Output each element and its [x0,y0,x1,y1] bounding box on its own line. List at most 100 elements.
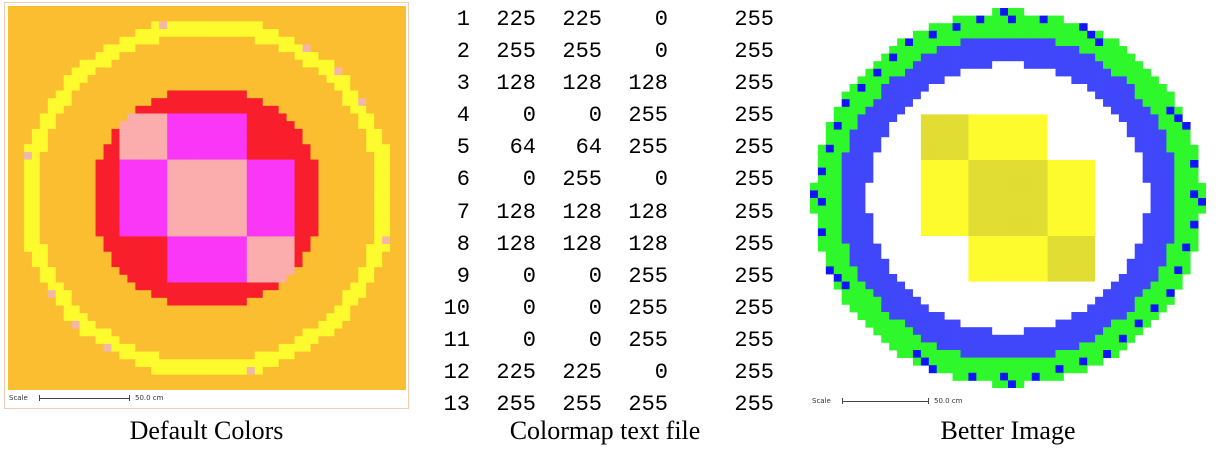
pixel-cell [246,244,256,253]
pixel-cell [23,336,33,345]
pixel-cell [214,59,224,68]
pixel-cell [952,91,961,100]
pixel-cell [8,98,17,107]
pixel-cell [984,144,993,153]
pixel-cell [398,328,406,337]
pixel-cell [976,296,985,305]
pixel-cell [1087,312,1096,320]
pixel-cell [238,190,248,199]
pixel-cell [23,75,33,84]
pixel-cell [1047,190,1056,199]
pixel-cell [318,259,327,268]
pixel-cell [374,297,383,306]
pixel-cell [39,351,49,360]
pixel-cell [1079,334,1088,343]
pixel-cell [310,351,319,360]
pixel-cell [207,290,216,299]
pixel-cell [905,61,914,70]
pixel-cell [15,320,25,329]
pixel-cell [1023,289,1033,298]
pixel-cell [151,374,160,383]
pixel-cell [199,305,208,314]
pixel-cell [374,213,383,222]
pixel-cell [992,84,1001,92]
pixel-cell [238,90,248,99]
pixel-cell [976,365,985,374]
pixel-cell [167,205,176,214]
pixel-cell [167,259,176,268]
pixel-cell [55,236,65,245]
pixel-cell [87,282,96,291]
pixel-cell [23,59,33,68]
pixel-cell [1103,137,1112,146]
colormap-red-value: 0 [522,103,536,129]
pixel-cell [1126,160,1136,168]
pixel-cell [1118,258,1128,267]
pixel-cell [960,175,969,184]
pixel-cell [254,21,264,30]
pixel-cell [825,198,835,206]
pixel-cell [294,236,303,245]
pixel-cell [15,128,25,137]
pixel-cell [841,190,850,199]
pixel-cell [358,274,367,283]
pixel-cell [8,313,17,322]
pixel-cell [976,334,985,343]
colormap-row: 8 128 128 128 255 [430,229,774,261]
pixel-cell [1126,327,1136,336]
pixel-cell [1103,68,1112,77]
pixel-cell [79,198,88,207]
pixel-cell [920,304,930,313]
pixel-cell [889,243,898,252]
pixel-cell [1008,236,1017,244]
pixel-cell [230,36,240,45]
pixel-cell [302,351,311,360]
pixel-cell [103,297,112,306]
pixel-cell [992,236,1001,244]
pixel-cell [39,205,49,214]
pixel-cell [207,320,216,329]
pixel-cell [1023,296,1033,305]
pixel-cell [222,382,232,390]
pixel-cell [960,258,969,267]
pixel-cell [1039,167,1048,176]
pixel-cell [135,52,144,61]
pixel-cell [262,190,272,199]
colormap-alpha-value: 255 [734,167,774,193]
pixel-cell [246,236,256,245]
pixel-cell [1190,236,1199,244]
pixel-cell [191,159,200,168]
pixel-cell [286,29,295,38]
pixel-cell [1079,84,1088,92]
pixel-cell [358,82,367,91]
pixel-cell [47,190,57,199]
pixel-cell [119,190,128,199]
pixel-cell [1015,152,1025,161]
pixel-cell [1000,152,1009,161]
pixel-cell [817,213,827,222]
pixel-cell [254,75,264,84]
pixel-cell [63,282,73,291]
pixel-cell [873,327,882,336]
colormap-red-value: 128 [496,199,536,225]
pixel-cell [199,167,208,176]
pixel-cell [905,137,914,146]
pixel-cell [23,297,33,306]
pixel-cell [39,121,49,130]
pixel-cell [222,343,232,352]
pixel-cell [230,328,240,337]
pixel-cell [936,23,946,32]
pixel-cell [992,296,1001,305]
pixel-cell [920,122,930,130]
pixel-cell [889,258,898,267]
pixel-cell [71,374,81,383]
pixel-cell [912,137,922,146]
pixel-cell [1150,160,1159,168]
pixel-cell [79,182,88,191]
pixel-cell [912,53,922,62]
pixel-cell [825,144,835,153]
pixel-cell [111,36,120,45]
pixel-cell [1031,46,1041,54]
pixel-cell [920,91,930,100]
pixel-cell [230,274,240,283]
